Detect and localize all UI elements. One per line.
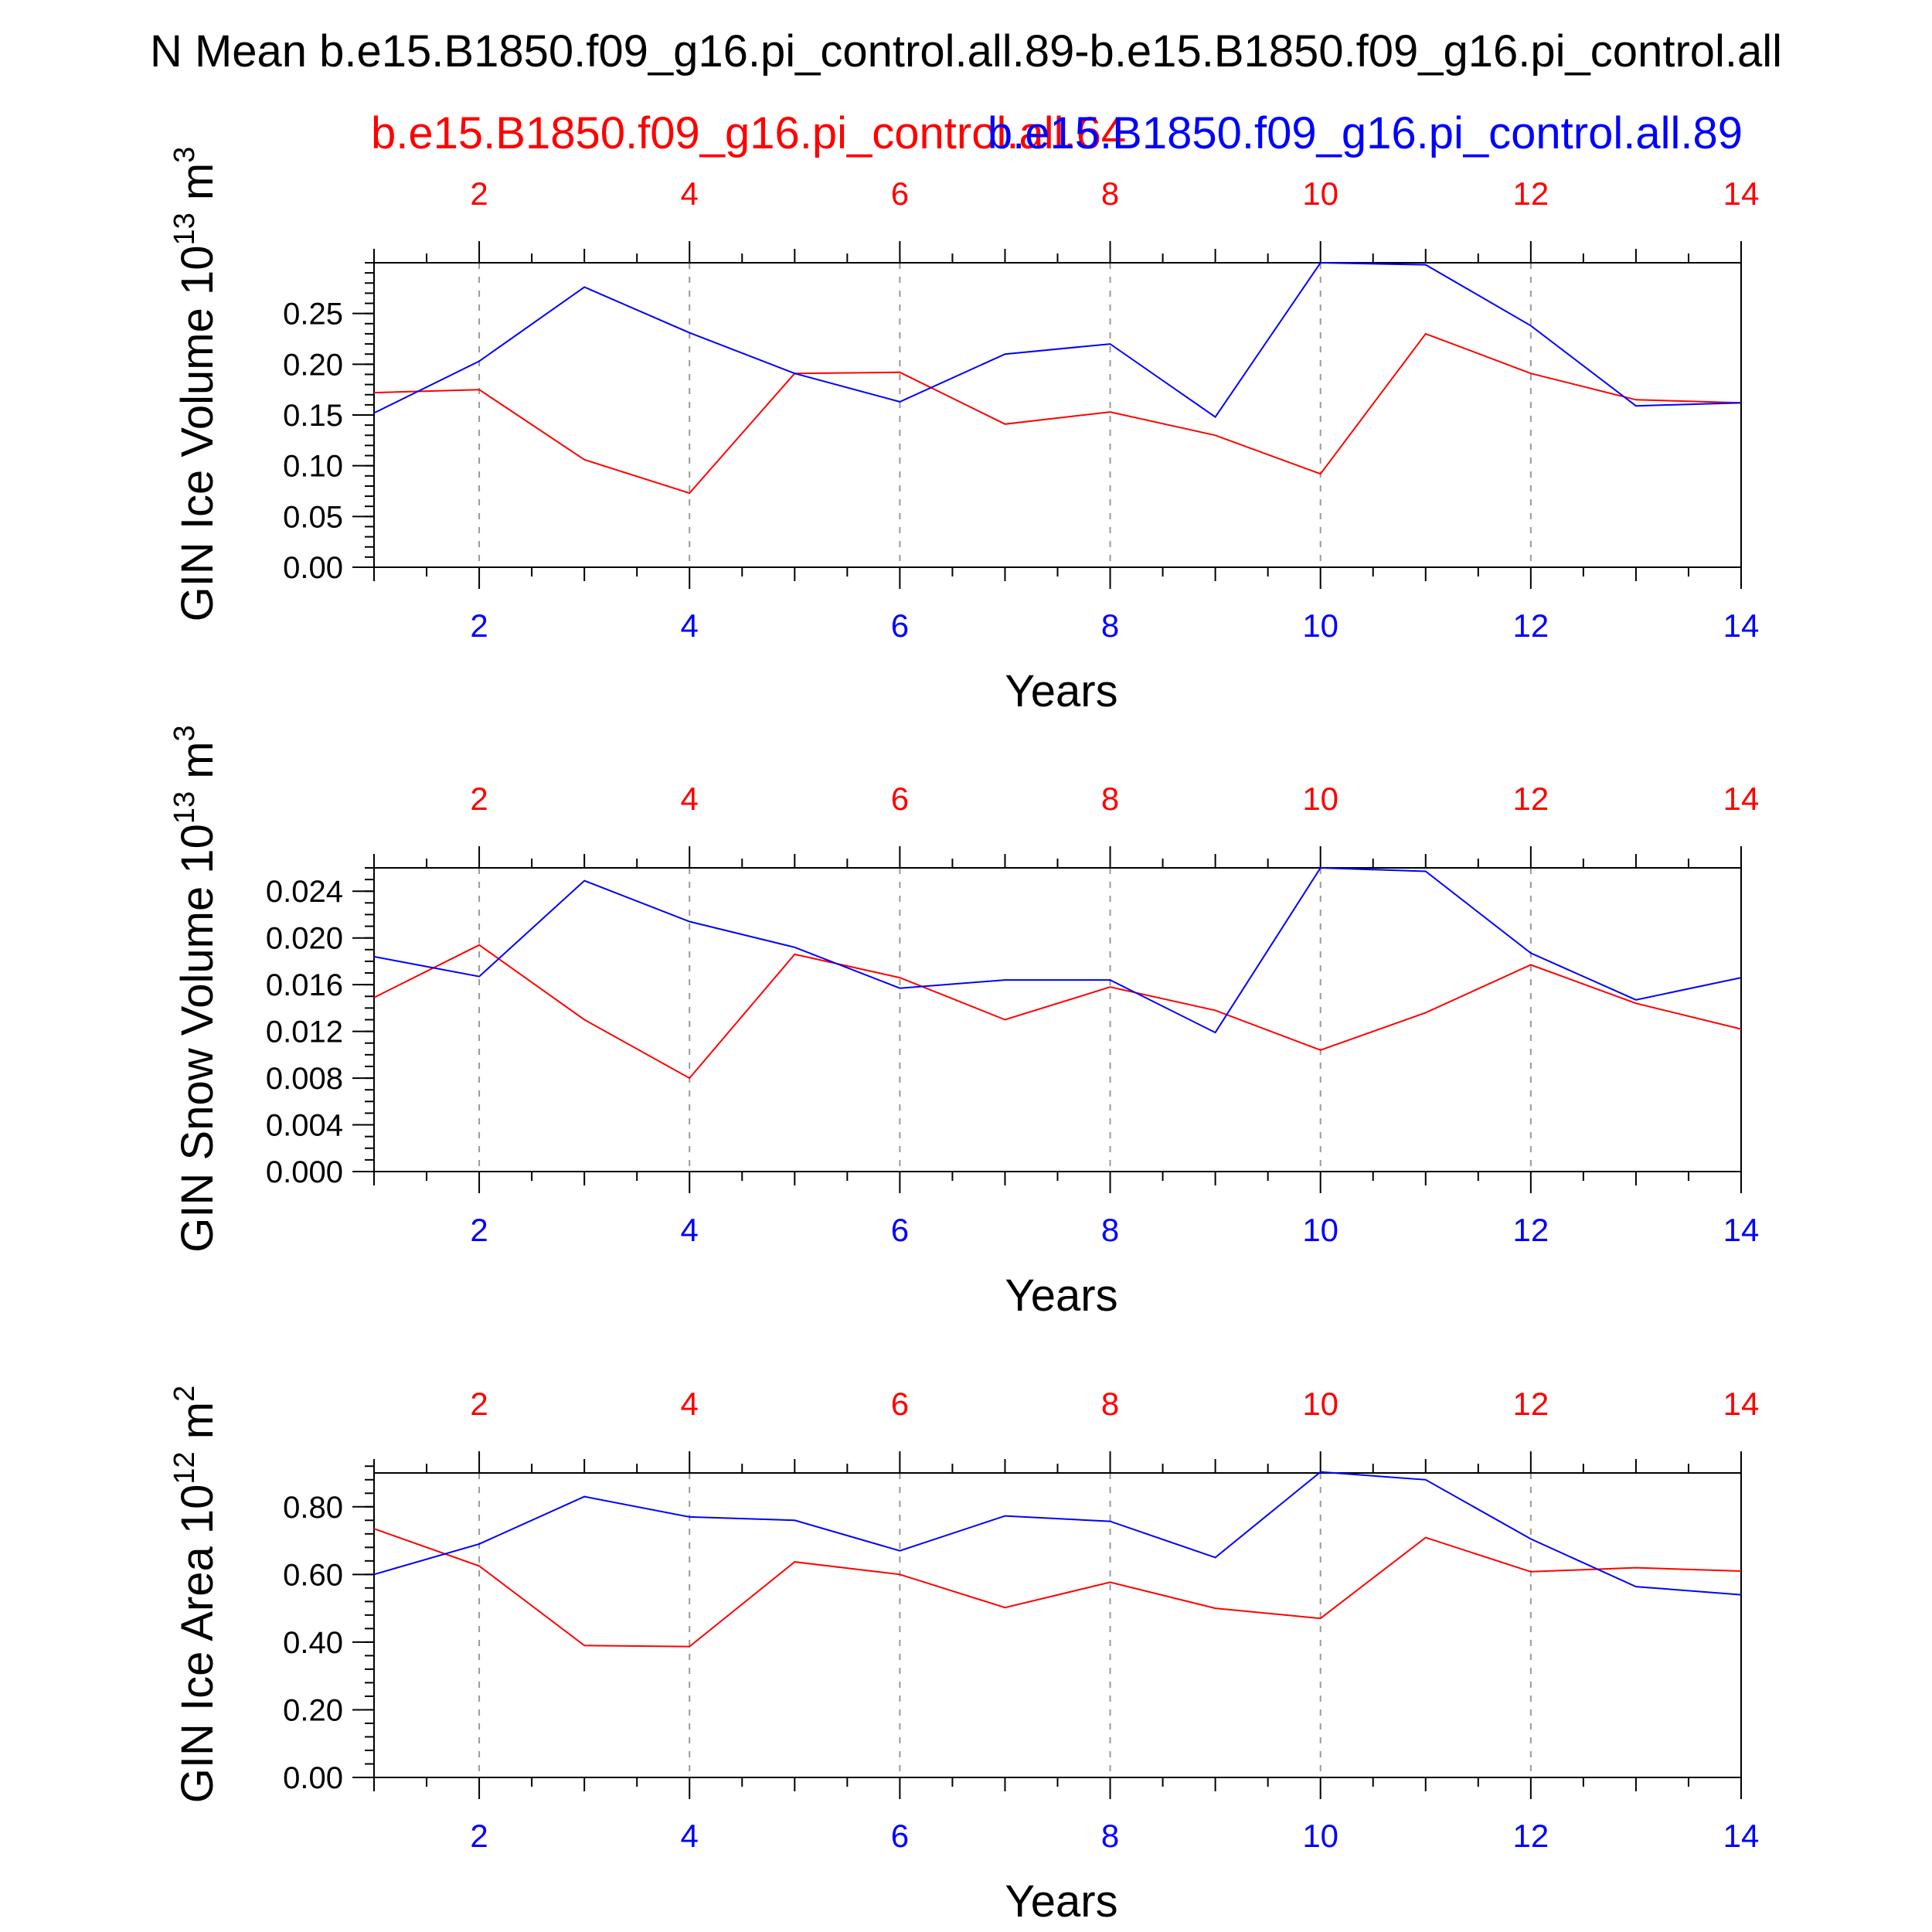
x-tick-label-top: 2 — [470, 781, 488, 817]
y-tick-label: 0.00 — [283, 551, 343, 585]
x-tick-label-top: 6 — [891, 1386, 909, 1422]
y-tick-label: 0.25 — [283, 298, 343, 332]
series-line-red — [373, 332, 1742, 495]
x-tick-label-top: 8 — [1101, 781, 1119, 817]
series-line-red — [373, 1528, 1742, 1648]
y-tick-label: 0.024 — [266, 875, 343, 909]
y-tick-label: 0.15 — [283, 399, 343, 433]
x-tick-label-bottom: 12 — [1512, 1818, 1549, 1854]
x-tick-label-bottom: 10 — [1302, 607, 1338, 644]
y-tick-label: 0.020 — [266, 922, 343, 956]
y-tick-label: 0.004 — [266, 1109, 343, 1143]
series-line-red — [373, 944, 1742, 1080]
x-axis-label: Years — [1005, 1270, 1117, 1321]
x-tick-label-bottom: 6 — [891, 1818, 909, 1854]
y-tick-label: 0.20 — [283, 1693, 343, 1727]
x-tick-label-top: 12 — [1512, 175, 1549, 212]
x-tick-label-top: 12 — [1512, 1386, 1549, 1422]
panel-1: 0.00 0.05 0.10 0.15 0.20 0.25 2 2 4 4 6 6 8 8 10 10 12 12… — [168, 147, 1759, 716]
x-tick-label-top: 6 — [891, 781, 909, 817]
x-tick-label-bottom: 12 — [1512, 1212, 1549, 1248]
x-tick-label-bottom: 4 — [681, 1818, 699, 1854]
x-axis-label: Years — [1005, 1876, 1117, 1927]
y-tick-label: 0.012 — [266, 1015, 343, 1049]
x-tick-label-top: 14 — [1723, 781, 1760, 817]
x-tick-label-top: 2 — [470, 175, 488, 212]
y-tick-label: 0.000 — [266, 1155, 343, 1189]
y-tick-label: 0.20 — [283, 348, 343, 382]
legend-red-case: b.e15.B1850.f09_g16.pi_control.all.64 — [371, 108, 1126, 158]
x-tick-label-top: 14 — [1723, 1386, 1760, 1422]
x-tick-label-top: 6 — [891, 175, 909, 212]
series-line-blue — [373, 866, 1742, 1034]
x-tick-label-top: 4 — [681, 175, 699, 212]
y-tick-label: 0.00 — [283, 1761, 343, 1795]
y-tick-label: 0.80 — [283, 1491, 343, 1525]
x-tick-label-bottom: 10 — [1302, 1212, 1338, 1248]
x-tick-label-top: 8 — [1101, 1386, 1119, 1422]
x-tick-label-bottom: 10 — [1302, 1818, 1338, 1854]
x-tick-label-top: 14 — [1723, 175, 1760, 212]
y-tick-label: 0.40 — [283, 1626, 343, 1660]
x-tick-label-bottom: 14 — [1723, 607, 1760, 644]
y-axis-label: GIN Snow Volume 1013 m3 — [168, 725, 223, 1252]
x-tick-label-top: 8 — [1101, 175, 1119, 212]
x-tick-label-bottom: 4 — [681, 607, 699, 644]
x-tick-label-bottom: 14 — [1723, 1818, 1760, 1854]
y-tick-label: 0.008 — [266, 1062, 343, 1096]
y-tick-label: 0.60 — [283, 1558, 343, 1592]
x-tick-label-bottom: 2 — [470, 1818, 488, 1854]
x-tick-label-top: 4 — [681, 781, 699, 817]
y-tick-label: 0.05 — [283, 500, 343, 534]
x-tick-label-bottom: 6 — [891, 1212, 909, 1248]
x-tick-label-bottom: 8 — [1101, 1818, 1119, 1854]
x-tick-label-bottom: 8 — [1101, 607, 1119, 644]
series-line-blue — [373, 1471, 1742, 1596]
x-tick-label-top: 10 — [1302, 781, 1338, 817]
x-tick-label-bottom: 2 — [470, 1212, 488, 1248]
x-tick-label-top: 10 — [1302, 175, 1338, 212]
x-tick-label-bottom: 12 — [1512, 607, 1549, 644]
x-tick-label-bottom: 4 — [681, 1212, 699, 1248]
plot-frame — [373, 867, 1742, 1172]
panel-3: 0.00 0.20 0.40 0.60 0.80 2 2 4 4 6 6 8 8 10 10 12 12 14 14… — [168, 1386, 1759, 1927]
y-tick-label: 0.016 — [266, 968, 343, 1002]
x-tick-label-bottom: 8 — [1101, 1212, 1119, 1248]
x-tick-label-top: 4 — [681, 1386, 699, 1422]
series-line-blue — [373, 261, 1742, 418]
legend-blue-case: b.e15.B1850.f09_g16.pi_control.all.89 — [988, 108, 1743, 158]
x-tick-label-top: 10 — [1302, 1386, 1338, 1422]
y-tick-label: 0.10 — [283, 450, 343, 484]
y-axis-label: GIN Ice Volume 1013 m3 — [168, 147, 223, 622]
x-axis-label: Years — [1005, 666, 1117, 716]
panel-2: 0.000 0.004 0.008 0.012 0.016 0.020 0.024 2 2 4 4 6… — [168, 725, 1759, 1321]
plot-frame — [373, 262, 1742, 568]
x-tick-label-top: 2 — [470, 1386, 488, 1422]
main-title: N Mean b.e15.B1850.f09_g16.pi_control.al… — [150, 26, 1782, 77]
x-tick-label-bottom: 6 — [891, 607, 909, 644]
x-tick-label-bottom: 2 — [470, 607, 488, 644]
chart-panels: 0.00 0.05 0.10 0.15 0.20 0.25 2 2 4 4 6 6 8 8 10 10 12 12… — [168, 147, 1759, 1927]
x-tick-label-top: 12 — [1512, 781, 1549, 817]
y-axis-label: GIN Ice Area 1012 m2 — [168, 1386, 223, 1804]
x-tick-label-bottom: 14 — [1723, 1212, 1760, 1248]
